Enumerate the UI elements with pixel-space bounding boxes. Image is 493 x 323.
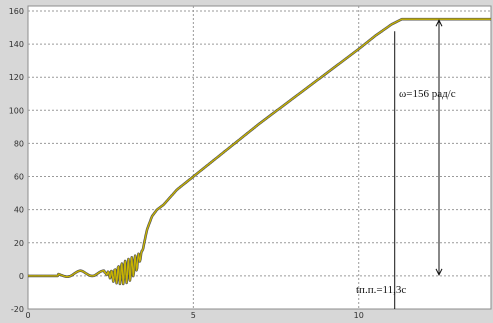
x-tick-label: 5: [191, 311, 196, 320]
series-layer: [27, 17, 492, 286]
y-tick-label: 60: [14, 173, 24, 182]
y-tick-label: 140: [9, 40, 24, 49]
y-tick-label: 120: [9, 73, 24, 82]
annotations: ω=156 рад/с tп.п.=11,3с: [356, 19, 456, 309]
time-annotation: tп.п.=11,3с: [356, 284, 406, 296]
speed-arrow-head-top: [435, 19, 443, 27]
y-tick-label: 80: [14, 139, 24, 148]
y-tick-label: 100: [9, 106, 24, 115]
y-tick-label: -20: [11, 305, 24, 314]
plot-area: [27, 5, 492, 310]
x-tick-label: 0: [25, 311, 30, 320]
y-tick-label: 20: [14, 239, 24, 248]
grid: [28, 6, 491, 309]
y-tick-label: 0: [19, 272, 24, 281]
series-line: [28, 18, 491, 285]
x-tick-label: 10: [354, 311, 364, 320]
y-tick-label: 40: [14, 206, 24, 215]
y-tick-label: 160: [9, 7, 24, 16]
speed-annotation: ω=156 рад/с: [399, 88, 456, 100]
speed-arrow-head-bottom: [435, 268, 443, 277]
